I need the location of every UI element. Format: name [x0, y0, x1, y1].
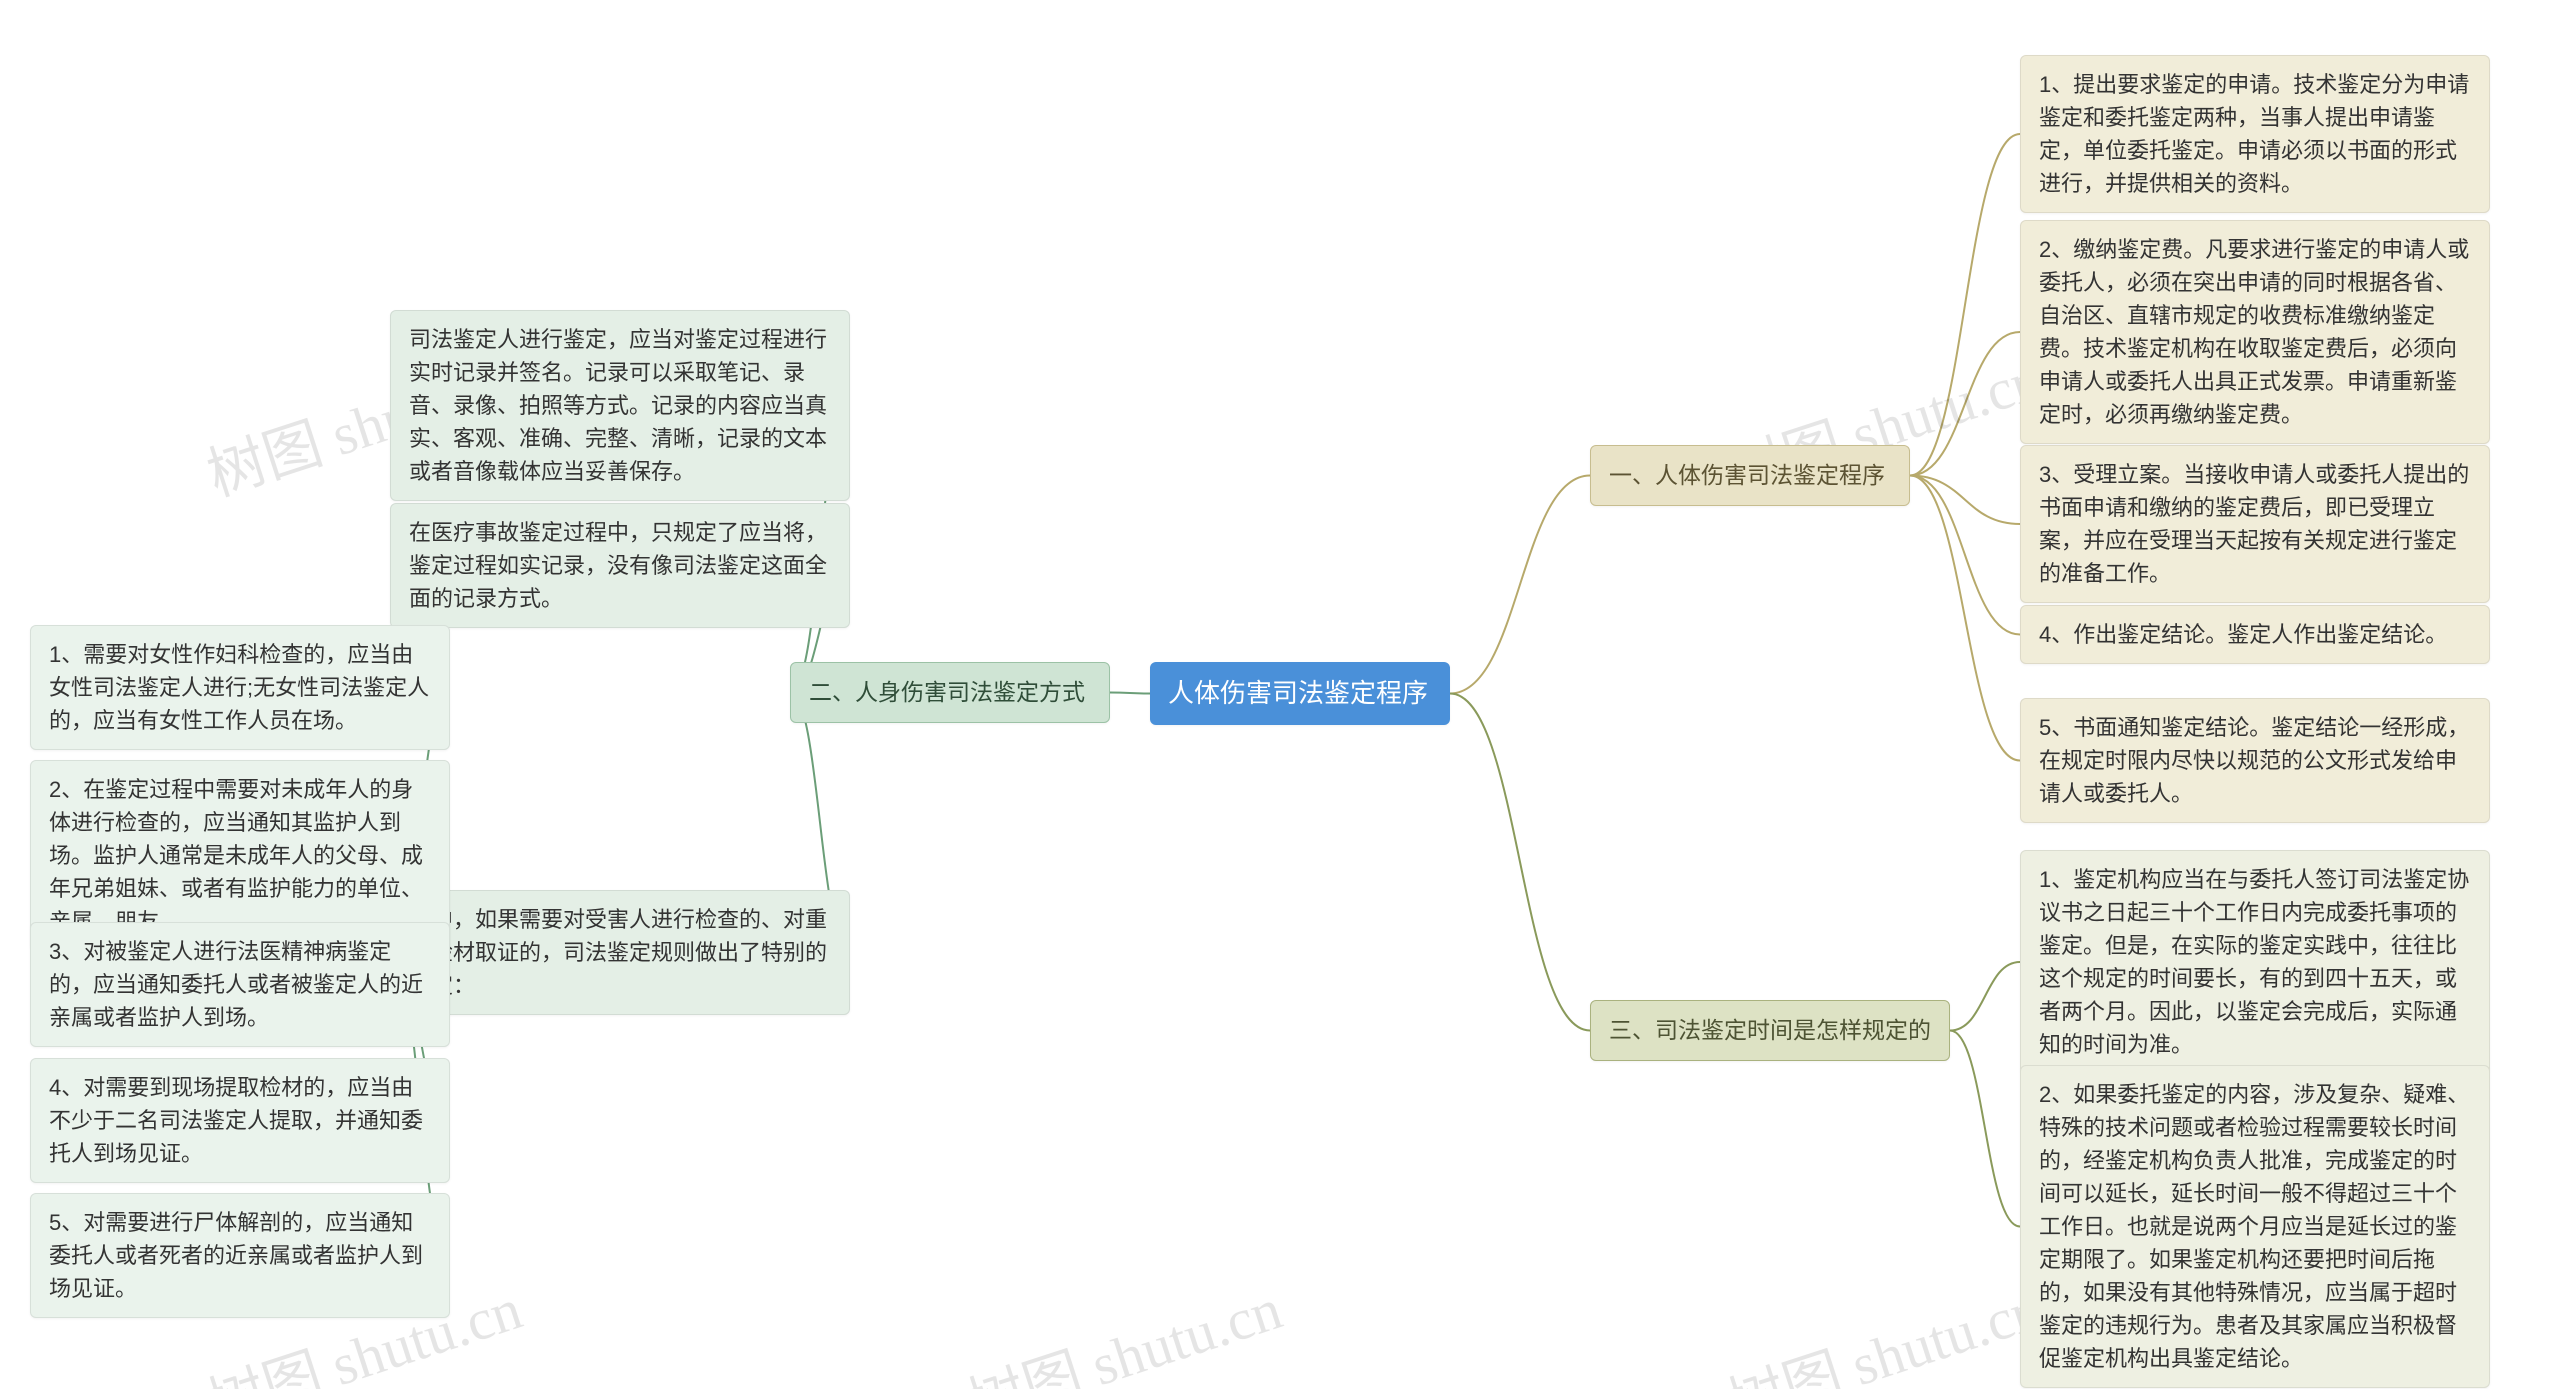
leaf-b2c2[interactable]: 在医疗事故鉴定过程中，只规定了应当将，鉴定过程如实记录，没有像司法鉴定这面全面的… [390, 503, 850, 628]
watermark: 树图 shutu.cn [1715, 1262, 2050, 1389]
leaf-b2c1[interactable]: 司法鉴定人进行鉴定，应当对鉴定过程进行实时记录并签名。记录可以采取笔记、录音、录… [390, 310, 850, 501]
branch-b1[interactable]: 一、人体伤害司法鉴定程序 [1590, 445, 1910, 506]
leaf-b1c4[interactable]: 4、作出鉴定结论。鉴定人作出鉴定结论。 [2020, 605, 2490, 664]
branch-b2[interactable]: 二、人身伤害司法鉴定方式 [790, 662, 1110, 723]
leaf-g5[interactable]: 5、对需要进行尸体解剖的，应当通知委托人或者死者的近亲属或者监护人到场见证。 [30, 1193, 450, 1318]
leaf-b1c3[interactable]: 3、受理立案。当接收申请人或委托人提出的书面申请和缴纳的鉴定费后，即已受理立案，… [2020, 445, 2490, 603]
leaf-g4[interactable]: 4、对需要到现场提取检材的，应当由不少于二名司法鉴定人提取，并通知委托人到场见证… [30, 1058, 450, 1183]
branch-b3[interactable]: 三、司法鉴定时间是怎样规定的 [1590, 1000, 1950, 1061]
leaf-g1[interactable]: 1、需要对女性作妇科检查的，应当由女性司法鉴定人进行;无女性司法鉴定人的，应当有… [30, 625, 450, 750]
leaf-g3[interactable]: 3、对被鉴定人进行法医精神病鉴定的，应当通知委托人或者被鉴定人的近亲属或者监护人… [30, 922, 450, 1047]
leaf-b2c3[interactable]: 其中，如果需要对受害人进行检查的、对重要检材取证的，司法鉴定规则做出了特别的规定… [390, 890, 850, 1015]
watermark: 树图 shutu.cn [955, 1262, 1290, 1389]
leaf-b3c1[interactable]: 1、鉴定机构应当在与委托人签订司法鉴定协议书之日起三十个工作日内完成委托事项的鉴… [2020, 850, 2490, 1074]
root-node[interactable]: 人体伤害司法鉴定程序 [1150, 662, 1450, 725]
leaf-b1c2[interactable]: 2、缴纳鉴定费。凡要求进行鉴定的申请人或委托人，必须在突出申请的同时根据各省、自… [2020, 220, 2490, 444]
leaf-b1c1[interactable]: 1、提出要求鉴定的申请。技术鉴定分为申请鉴定和委托鉴定两种，当事人提出申请鉴定，… [2020, 55, 2490, 213]
leaf-b1c5[interactable]: 5、书面通知鉴定结论。鉴定结论一经形成，在规定时限内尽快以规范的公文形式发给申请… [2020, 698, 2490, 823]
mindmap-canvas: 树图 shutu.cn树图 shutu.cn树图 shutu.cn树图 shut… [0, 0, 2560, 1389]
leaf-b3c2[interactable]: 2、如果委托鉴定的内容，涉及复杂、疑难、特殊的技术问题或者检验过程需要较长时间的… [2020, 1065, 2490, 1388]
